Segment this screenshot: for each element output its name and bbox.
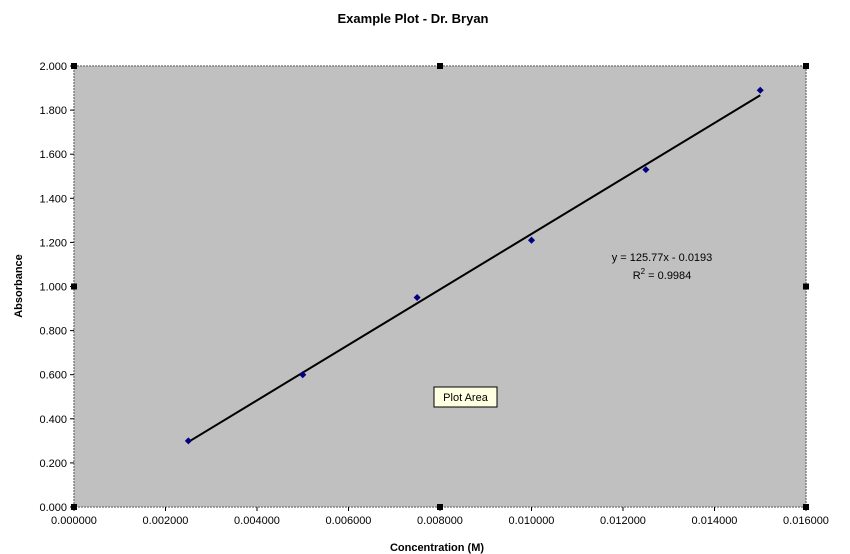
y-tick-label: 0.000 [39,502,67,514]
chart-title: Example Plot - Dr. Bryan [338,11,489,26]
data-point[interactable] [756,86,764,94]
selection-handle[interactable] [803,283,809,290]
y-tick-label: 1.000 [39,282,67,294]
x-tick-label: 0.016000 [783,515,829,527]
x-axis: 0.000000 0.002000 0.004000 0.006000 0.008000… [51,507,829,527]
y-axis-title: Absorbance [13,254,25,318]
y-tick-label: 0.800 [39,326,67,338]
tooltip-text: Plot Area [443,392,489,404]
selection-handle[interactable] [803,504,809,510]
x-tick-label: 0.006000 [326,515,372,527]
trendline[interactable] [187,94,761,443]
x-tick-label: 0.002000 [143,515,189,527]
x-tick-label: 0.004000 [234,515,280,527]
x-tick-label: 0.008000 [417,515,463,527]
trendline-equation: y = 125.77x - 0.0193 [612,252,713,264]
selection-handle[interactable] [437,504,443,510]
data-point[interactable] [299,371,307,379]
selection-handle[interactable] [71,283,77,290]
selection-handle[interactable] [71,504,77,510]
x-tick-label: 0.010000 [509,515,555,527]
data-point[interactable] [642,166,650,174]
y-tick-label: 1.200 [39,237,67,249]
selection-handle[interactable] [437,63,443,69]
y-tick-label: 2.000 [39,61,67,73]
x-tick-label: 0.012000 [600,515,646,527]
selection-handle[interactable] [803,63,809,69]
data-points [184,86,764,445]
selection-handle[interactable] [71,63,77,69]
y-tick-label: 1.400 [39,193,67,205]
plot-area-tooltip: Plot Area [433,386,498,408]
data-point[interactable] [184,437,192,445]
y-tick-label: 0.600 [39,370,67,382]
x-tick-label: 0.014000 [692,515,738,527]
y-axis: 0.000 0.200 0.400 0.600 0.800 1.000 1.200 1.400… [39,61,74,514]
x-tick-label: 0.000000 [51,515,97,527]
r-squared-label: R2 = 0.9984 [633,267,692,282]
y-tick-label: 0.200 [39,458,67,470]
selection-handles [71,63,809,510]
y-tick-label: 1.600 [39,149,67,161]
x-axis-title: Concentration (M) [390,542,484,554]
plot-area[interactable] [73,65,807,508]
y-tick-label: 0.400 [39,414,67,426]
y-tick-label: 1.800 [39,105,67,117]
data-point[interactable] [413,293,421,302]
data-point[interactable] [527,236,536,244]
